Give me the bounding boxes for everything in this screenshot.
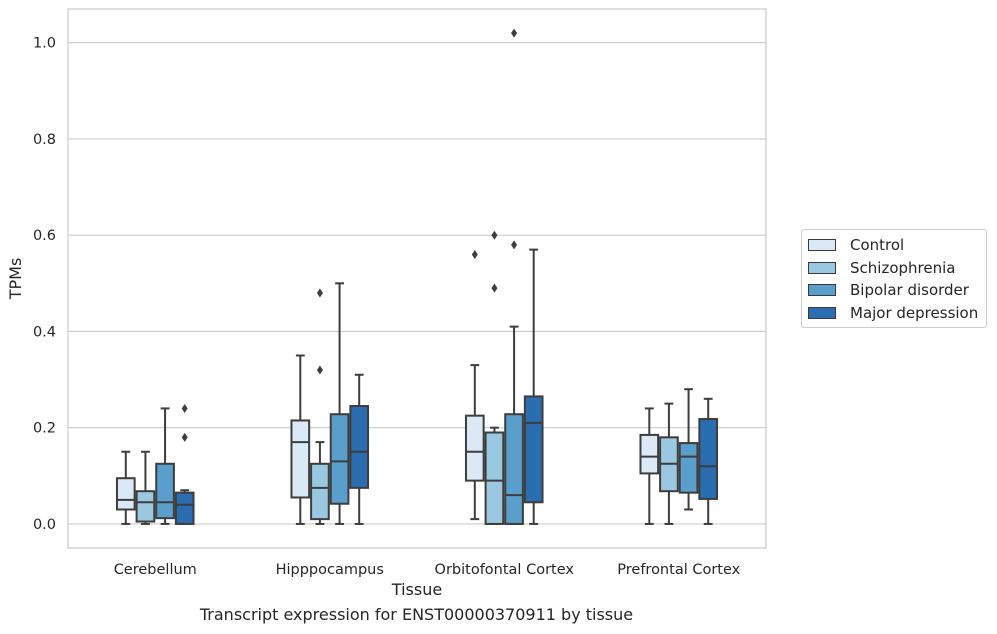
outlier-point xyxy=(511,240,518,250)
outlier-point xyxy=(316,365,323,375)
outlier-point xyxy=(316,288,323,298)
box-iqr xyxy=(464,414,485,482)
x-tick-label: Prefrontal Cortex xyxy=(617,562,740,578)
box-2-0 xyxy=(464,249,485,521)
y-tick-label: 0.8 xyxy=(33,132,56,148)
x-tick-label: Orbitofontal Cortex xyxy=(435,562,575,578)
box-2-2 xyxy=(504,28,524,525)
box-1-1 xyxy=(310,288,330,525)
box-iqr xyxy=(115,477,136,511)
outlier-point xyxy=(491,283,498,293)
x-axis-label: Tissue xyxy=(391,580,442,599)
outlier-point xyxy=(511,28,518,38)
y-tick-label: 0.2 xyxy=(33,421,56,437)
x-tick-labels: Cerebellum Hipppocampus Orbitofontal Corte… xyxy=(114,562,741,578)
box-iqr xyxy=(290,419,311,499)
y-tick-labels: 0.0 0.2 0.4 0.6 0.8 1.0 xyxy=(33,36,56,533)
box-1-0 xyxy=(290,354,311,525)
box-iqr xyxy=(639,433,660,475)
outlier-point xyxy=(491,230,498,240)
box-0-0 xyxy=(115,450,136,525)
figure-caption: Transcript expression for ENST0000037091… xyxy=(199,605,634,624)
box-iqr xyxy=(310,462,330,521)
box-iqr xyxy=(135,490,156,523)
box-0-3 xyxy=(174,403,195,525)
box-3-1 xyxy=(659,402,679,525)
box-1-3 xyxy=(349,373,370,525)
legend: Control Schizophrenia Bipolar disorder Majo… xyxy=(801,229,987,328)
box-iqr xyxy=(523,395,544,504)
box-iqr xyxy=(174,491,195,525)
legend-item: Bipolar disorder xyxy=(802,279,986,302)
box-iqr xyxy=(155,462,175,520)
box-iqr xyxy=(329,413,350,505)
legend-item: Control xyxy=(802,234,986,257)
legend-item: Schizophrenia xyxy=(802,257,986,280)
box-iqr xyxy=(678,442,699,494)
legend-swatch xyxy=(808,239,836,252)
box-0-2 xyxy=(155,407,175,525)
y-tick-label: 0.4 xyxy=(33,324,56,340)
legend-swatch xyxy=(808,306,836,319)
x-tick-label: Cerebellum xyxy=(114,562,197,578)
outlier-point xyxy=(471,249,478,259)
legend-item: Major depression xyxy=(802,302,986,325)
outlier-point xyxy=(181,403,188,413)
box-3-2 xyxy=(678,388,699,511)
box-iqr xyxy=(484,431,505,525)
box-groups xyxy=(115,28,719,525)
box-1-2 xyxy=(329,282,350,525)
x-tick-label: Hipppocampus xyxy=(276,562,384,578)
outlier-point xyxy=(181,432,188,442)
legend-label: Schizophrenia xyxy=(850,258,956,277)
legend-swatch xyxy=(808,261,836,274)
y-tick-label: 1.0 xyxy=(33,36,56,52)
box-3-0 xyxy=(639,407,660,525)
box-iqr xyxy=(504,413,524,525)
y-tick-label: 0.0 xyxy=(33,517,56,533)
legend-label: Major depression xyxy=(850,303,979,322)
y-tick-label: 0.6 xyxy=(33,228,56,244)
box-iqr xyxy=(349,405,370,489)
box-2-1 xyxy=(484,230,505,525)
legend-swatch xyxy=(808,284,836,297)
legend-label: Bipolar disorder xyxy=(850,281,969,300)
y-axis-label: TPMs xyxy=(6,258,25,301)
box-2-3 xyxy=(523,248,544,525)
box-0-1 xyxy=(135,450,156,525)
box-3-3 xyxy=(698,397,719,525)
plot-frame xyxy=(67,8,767,549)
legend-label: Control xyxy=(850,236,905,255)
box-iqr xyxy=(698,418,719,500)
